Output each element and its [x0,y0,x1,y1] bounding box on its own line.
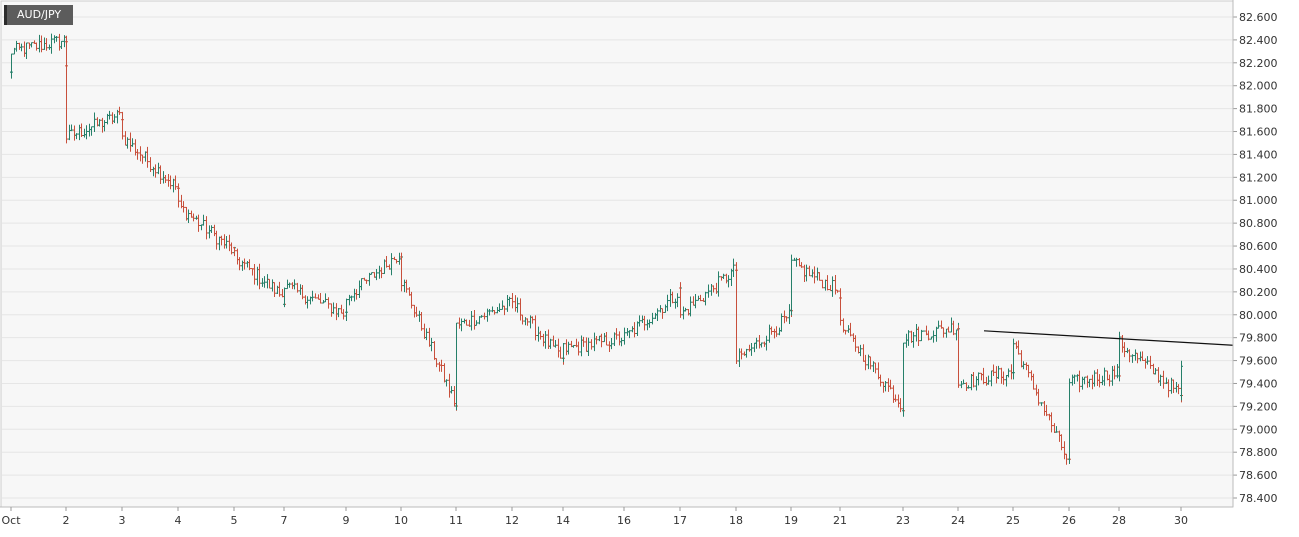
y-tick-label: 80.800 [1239,217,1278,230]
y-tick-label: 82.600 [1239,11,1278,24]
x-tick-label: 5 [231,514,238,527]
x-tick-label: 12 [505,514,519,527]
grid-lines [2,16,1233,499]
x-tick-label: 23 [896,514,910,527]
trendline-layer [983,330,1234,346]
y-tick-label: 78.800 [1239,446,1278,459]
x-axis: Oct 2 3 4 5 7 9 10 11 12 14 16 17 18 19 21 23 24 25 26 28 30 [0,506,1233,527]
x-tick-label: 28 [1112,514,1126,527]
y-tick-label: 81.600 [1239,126,1278,139]
y-tick-label: 81.800 [1239,103,1278,116]
y-tick-label: 81.400 [1239,148,1278,161]
y-tick-label: 79.800 [1239,332,1278,345]
x-tick-label: 16 [617,514,631,527]
x-tick-label: 7 [281,514,288,527]
x-tick-label: 11 [449,514,463,527]
y-tick-label: 80.200 [1239,286,1278,299]
x-tick-label: 9 [343,514,350,527]
y-tick-label: 82.000 [1239,80,1278,93]
x-tick-label: 3 [119,514,126,527]
y-tick-label: 79.200 [1239,400,1278,413]
x-tick-label: 30 [1174,514,1188,527]
x-tick-label: 18 [729,514,743,527]
x-tick-label: 17 [673,514,687,527]
y-tick-label: 80.000 [1239,309,1278,322]
x-tick-label: 19 [784,514,798,527]
y-axis: 82.600 82.400 82.200 82.000 81.800 81.600 81.4… [1232,0,1278,507]
y-tick-label: 78.400 [1239,492,1278,505]
y-tick-label: 79.400 [1239,377,1278,390]
x-tick-label: 24 [951,514,965,527]
y-tick-label: 80.600 [1239,240,1278,253]
y-tick-label: 80.400 [1239,263,1278,276]
x-tick-label: 2 [63,514,70,527]
y-tick-label: 79.000 [1239,423,1278,436]
plot-area [0,0,1234,508]
y-tick-label: 81.000 [1239,194,1278,207]
y-tick-label: 81.200 [1239,171,1278,184]
symbol-label: AUD/JPY [4,5,74,25]
y-tick-label: 79.600 [1239,355,1278,368]
x-tick-label: 4 [175,514,182,527]
resistance-trendline [983,330,1234,346]
y-tick-label: 78.600 [1239,469,1278,482]
y-tick-label: 82.400 [1239,34,1278,47]
candles [10,33,1183,465]
x-tick-label: 26 [1062,514,1076,527]
x-tick-label: Oct [1,514,21,527]
x-tick-label: 25 [1006,514,1020,527]
x-tick-label: 10 [394,514,408,527]
y-tick-label: 82.200 [1239,57,1278,70]
x-tick-label: 21 [833,514,847,527]
x-tick-label: 14 [556,514,570,527]
